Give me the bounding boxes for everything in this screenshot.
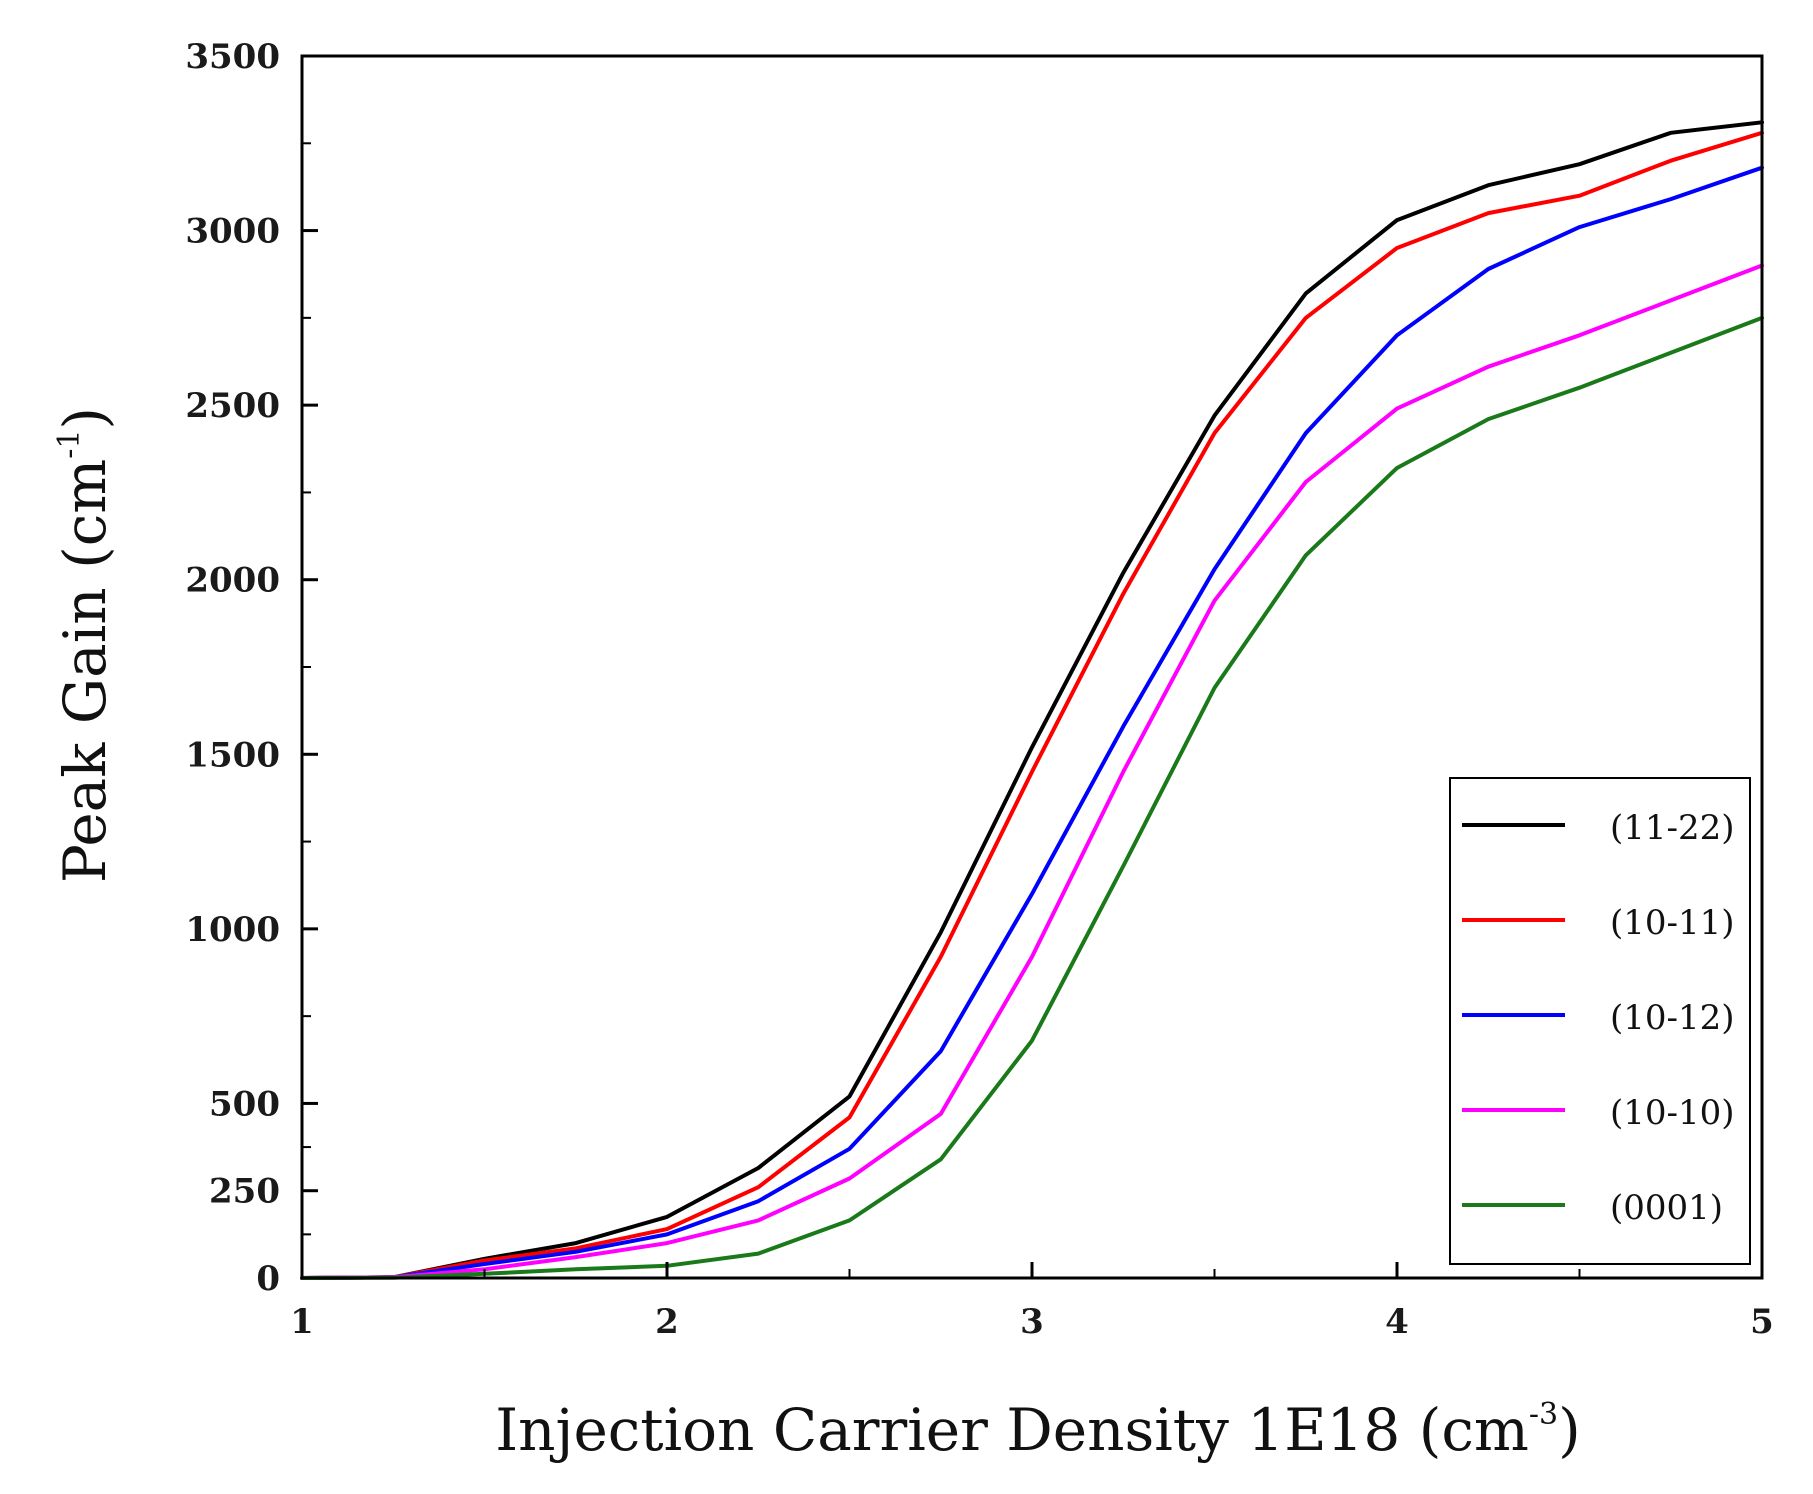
series-line-10-10 <box>300 263 1764 1280</box>
legend: (11-22) (10-11) (10-12) (10-10) (0001) <box>1449 777 1751 1265</box>
y-axis-title: Peak Gain (cm-1) <box>51 407 119 883</box>
x-tick-label: 2 <box>655 1302 679 1342</box>
y-tick-label: 250 <box>209 1172 280 1212</box>
x-tick-label: 4 <box>1385 1302 1409 1342</box>
y-axis-title-close: ) <box>51 407 119 430</box>
legend-label: (0001) <box>1610 1188 1723 1228</box>
legend-label: (10-12) <box>1610 998 1735 1038</box>
y-tick-label: 3500 <box>185 37 280 77</box>
series-line-0001 <box>300 315 1764 1280</box>
y-axis-title-sup: -1 <box>52 430 87 459</box>
y-tick-label: 2500 <box>185 386 280 426</box>
x-axis-title-close: ) <box>1558 1396 1581 1464</box>
series-line-10-11 <box>300 130 1764 1280</box>
x-axis-title-main: Injection Carrier Density 1E18 (cm <box>495 1396 1529 1464</box>
legend-label: (11-22) <box>1610 808 1735 848</box>
legend-label: (10-11) <box>1610 903 1735 943</box>
x-tick-label: 3 <box>1020 1302 1044 1342</box>
series-layer <box>300 120 1764 1280</box>
y-tick-label: 0 <box>256 1259 280 1299</box>
y-axis-title-main: Peak Gain (cm <box>51 459 119 883</box>
y-tick-label: 3000 <box>185 212 280 252</box>
x-axis-title-sup: -3 <box>1529 1397 1558 1432</box>
legend-box <box>1449 777 1751 1265</box>
x-axis-title: Injection Carrier Density 1E18 (cm-3) <box>495 1396 1581 1464</box>
series-line-11-22 <box>300 120 1764 1280</box>
y-tick-label: 2000 <box>185 561 280 601</box>
y-tick-label: 500 <box>209 1084 280 1124</box>
series-line-10-12 <box>300 165 1764 1280</box>
y-tick-label: 1500 <box>185 735 280 775</box>
x-tick-label: 1 <box>290 1302 314 1342</box>
y-tick-label: 1000 <box>185 910 280 950</box>
axes: 0 250 500 1000 1500 2000 2500 3000 3500 1 2 3 4 5 <box>185 37 1773 1342</box>
legend-label: (10-10) <box>1610 1093 1735 1133</box>
x-tick-label: 5 <box>1750 1302 1774 1342</box>
